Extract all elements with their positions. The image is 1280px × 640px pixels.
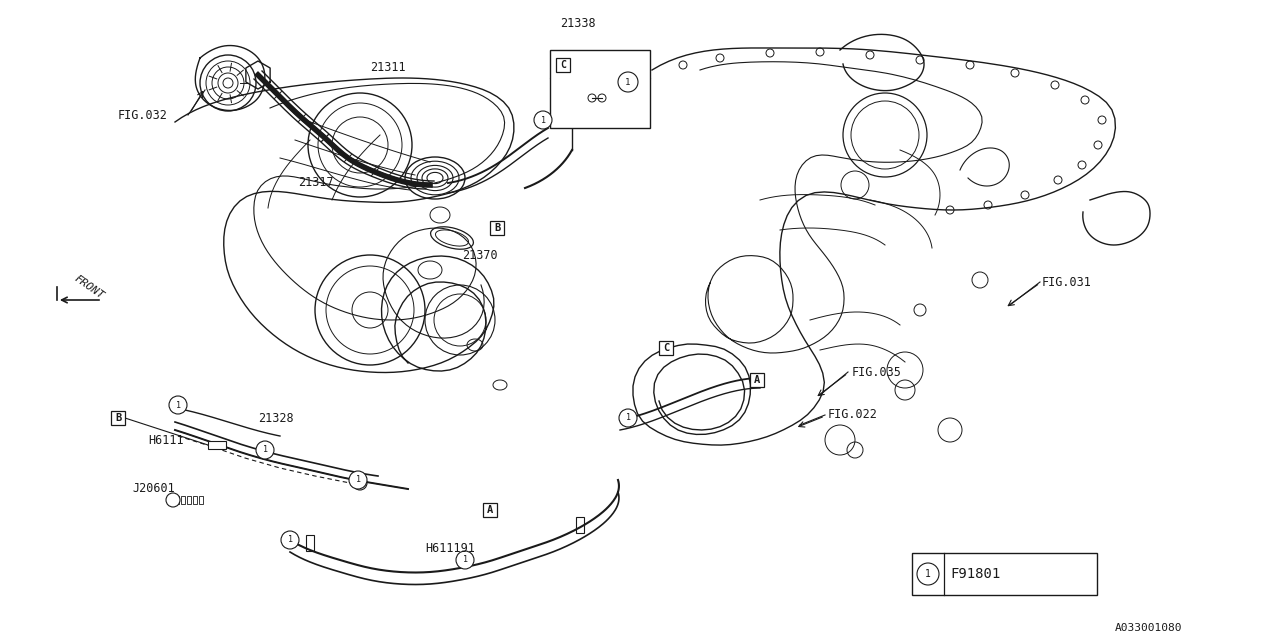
Text: 21311: 21311 xyxy=(370,61,406,74)
Circle shape xyxy=(166,493,180,507)
Text: F91801: F91801 xyxy=(950,567,1000,581)
Bar xyxy=(556,58,570,72)
Circle shape xyxy=(169,396,187,414)
Text: A033001080: A033001080 xyxy=(1115,623,1183,633)
Text: 1: 1 xyxy=(462,556,467,564)
Bar xyxy=(175,496,179,504)
Circle shape xyxy=(256,441,274,459)
Circle shape xyxy=(353,476,367,490)
Circle shape xyxy=(620,409,637,427)
Text: B: B xyxy=(494,223,500,233)
Text: J20601: J20601 xyxy=(132,481,175,495)
Text: A: A xyxy=(754,375,760,385)
Text: FIG.031: FIG.031 xyxy=(1042,275,1092,289)
Text: B: B xyxy=(115,413,122,423)
Text: 1: 1 xyxy=(626,77,631,86)
Text: 21370: 21370 xyxy=(462,248,498,262)
Bar xyxy=(180,496,186,504)
Circle shape xyxy=(534,111,552,129)
Bar xyxy=(483,503,497,517)
Bar xyxy=(209,441,227,449)
Circle shape xyxy=(456,551,474,569)
Text: 1: 1 xyxy=(175,401,180,410)
Text: FIG.022: FIG.022 xyxy=(828,408,878,422)
Text: 1: 1 xyxy=(288,536,293,545)
Bar xyxy=(576,517,584,533)
Text: C: C xyxy=(663,343,669,353)
Circle shape xyxy=(349,471,367,489)
Bar xyxy=(659,341,673,355)
Text: A: A xyxy=(486,505,493,515)
Text: 1: 1 xyxy=(540,115,545,125)
Text: 1: 1 xyxy=(925,569,931,579)
Bar xyxy=(198,496,204,504)
Bar xyxy=(187,496,191,504)
Text: FRONT: FRONT xyxy=(72,273,106,301)
Text: 1: 1 xyxy=(262,445,268,454)
Bar xyxy=(306,535,314,551)
Circle shape xyxy=(282,531,300,549)
Text: 1: 1 xyxy=(356,476,361,484)
Text: 21328: 21328 xyxy=(259,412,293,424)
Bar xyxy=(111,411,125,425)
Bar xyxy=(550,50,650,128)
Bar xyxy=(913,553,1097,595)
Bar xyxy=(490,221,504,235)
Bar xyxy=(193,496,197,504)
Text: H6111: H6111 xyxy=(148,433,183,447)
Text: FIG.032: FIG.032 xyxy=(118,109,168,122)
Text: H611191: H611191 xyxy=(425,541,475,554)
Text: 1: 1 xyxy=(626,413,631,422)
Text: FIG.035: FIG.035 xyxy=(852,365,902,378)
Text: C: C xyxy=(561,60,566,70)
Text: 21338: 21338 xyxy=(561,17,595,29)
Text: 21317: 21317 xyxy=(298,175,334,189)
Bar xyxy=(750,373,764,387)
Circle shape xyxy=(618,72,637,92)
Circle shape xyxy=(916,563,940,585)
